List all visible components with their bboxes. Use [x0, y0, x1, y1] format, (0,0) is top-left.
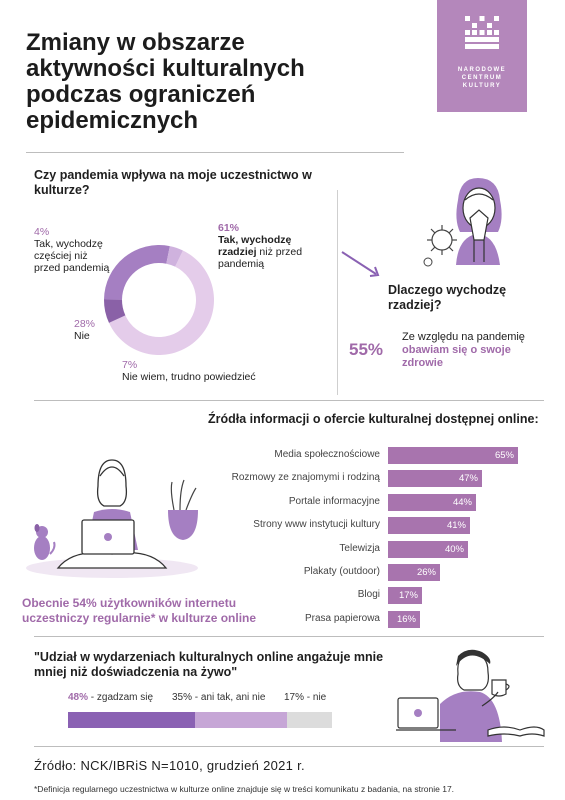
- label-61-rest: niż przed pandemią: [218, 246, 303, 270]
- stack-segment-2: [287, 712, 332, 728]
- bar-label: Blogi: [357, 589, 380, 601]
- donut-slice-2: [104, 245, 170, 300]
- footnote: *Definicja regularnego uczestnictwa w ku…: [34, 784, 455, 794]
- label-61-bold: Tak, wychodzę rzadziej: [218, 234, 292, 258]
- donut-label-61: 61% Tak, wychodzę rzadziej niż przed pan…: [218, 222, 328, 270]
- legend-no-pct: 17%: [284, 692, 305, 703]
- vertical-divider: [337, 190, 338, 395]
- reading-person-illustration: [396, 649, 545, 742]
- reason-bold: obawiam się o swoje zdrowie: [402, 344, 511, 369]
- opinion-stacked-bar: [68, 712, 332, 728]
- divider: [34, 636, 544, 637]
- bar-value: 40%: [444, 543, 464, 555]
- page-title: Zmiany w obszarze aktywności kulturalnyc…: [26, 29, 305, 134]
- bar-value: 17%: [398, 590, 418, 602]
- legend-agree-text: - zgadzam się: [88, 692, 154, 703]
- opinion-quote: "Udział w wydarzeniach kulturalnych onli…: [34, 650, 384, 679]
- logo-line-3: KULTURY: [462, 83, 502, 89]
- arrow-icon: [341, 251, 380, 277]
- bar-value: 16%: [396, 613, 416, 625]
- bar-label: Telewizja: [339, 542, 380, 554]
- bar-value: 47%: [458, 473, 478, 485]
- label-4: Tak, wychodzę częściej niż przed pandemi…: [34, 238, 110, 274]
- bar: [388, 540, 468, 558]
- legend-neutral-pct: 35%: [172, 692, 193, 703]
- pct-4: 4%: [34, 226, 50, 238]
- donut-slice-0: [108, 250, 214, 355]
- bar-label: Plakaty (outdoor): [303, 566, 380, 577]
- sneezing-person-illustration: [423, 178, 502, 267]
- label-28: Nie: [74, 330, 90, 342]
- donut-chart: [104, 245, 214, 355]
- bar: [388, 587, 422, 605]
- bar-label: Portale informacyjne: [288, 495, 380, 507]
- pct-28: 28%: [74, 318, 96, 330]
- reason-plain: Ze względu na pandemię: [402, 331, 525, 343]
- laptop-person-illustration: [26, 459, 198, 578]
- donut-label-28: 28% Nie: [74, 318, 134, 342]
- legend-agree-pct: 48%: [68, 692, 89, 703]
- bar-label: Rozmowy ze znajomymi i rodziną: [231, 472, 380, 484]
- donut-label-7: 7% Nie wiem, trudno powiedzieć: [122, 359, 342, 383]
- legend-neutral-text: - ani tak, ani nie: [192, 692, 266, 703]
- divider: [34, 746, 544, 747]
- stack-segment-1: [194, 712, 288, 728]
- sources-title: Źródła informacji o ofercie kulturalnej …: [208, 412, 539, 426]
- bar: [388, 470, 482, 488]
- online-note: Obecnie 54% użytkowników internetu uczes…: [22, 596, 257, 625]
- bar: [388, 493, 476, 511]
- bar: [388, 517, 470, 535]
- bar-value: 41%: [446, 520, 466, 532]
- bar-value: 65%: [494, 450, 514, 461]
- question-participation: Czy pandemia wpływa na moje uczestnictwo…: [34, 168, 312, 197]
- pct-61: 61%: [218, 222, 240, 234]
- donut-label-4: 4% Tak, wychodzę częściej niż przed pand…: [34, 226, 114, 274]
- logo-line-1: NARODOWE: [457, 67, 507, 73]
- question-reason: Dlaczego wychodzę rzadziej?: [388, 283, 507, 312]
- bar-label: Strony www instytucji kultury: [253, 519, 380, 531]
- bar-label: Prasa papierowa: [304, 612, 380, 624]
- crown-icon: [465, 16, 499, 49]
- reason-text: Ze względu na pandemię obawiam się o swo…: [402, 331, 552, 370]
- bar-value: 26%: [416, 567, 436, 578]
- bar: [388, 564, 440, 581]
- legend-agree: 48% - zgadzam się: [68, 692, 153, 703]
- pct-7: 7%: [122, 359, 138, 371]
- bar-label: Media społecznościowe: [274, 449, 380, 460]
- stack-segment-0: [68, 712, 195, 728]
- bar-value: 44%: [452, 496, 472, 508]
- legend-neutral: 35% - ani tak, ani nie: [172, 692, 265, 703]
- donut-slice-1: [104, 299, 126, 323]
- nck-logo: NARODOWE CENTRUM KULTURY: [437, 0, 527, 112]
- label-7: Nie wiem, trudno powiedzieć: [122, 371, 256, 383]
- reason-percent: 55%: [349, 340, 384, 359]
- bar: [388, 447, 518, 464]
- legend-no-text: - nie: [304, 692, 327, 703]
- divider: [26, 152, 404, 153]
- legend-no: 17% - nie: [284, 692, 326, 703]
- donut-slice-3: [166, 246, 183, 267]
- logo-line-2: CENTRUM: [461, 75, 503, 81]
- source-note: Źródło: NCK/IBRiS N=1010, grudzień 2021 …: [34, 758, 305, 773]
- divider: [34, 400, 544, 401]
- bar: [388, 610, 420, 628]
